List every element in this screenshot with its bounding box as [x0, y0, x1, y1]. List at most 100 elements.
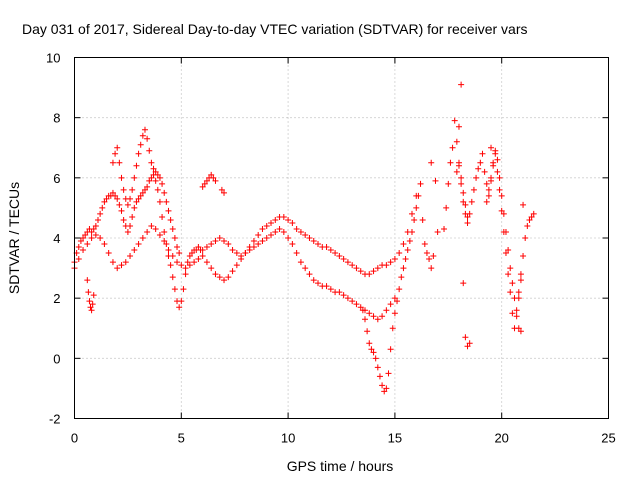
data-point: [203, 244, 210, 251]
data-point: [186, 253, 193, 260]
data-point: [398, 274, 405, 281]
data-point: [144, 183, 151, 190]
data-point: [361, 316, 368, 323]
data-point: [522, 235, 529, 241]
data-point: [133, 162, 140, 169]
data-point: [383, 307, 390, 314]
data-point: [127, 222, 134, 229]
data-point: [391, 256, 398, 263]
data-point: [276, 225, 283, 232]
grid: [74, 57, 609, 419]
data-point: [255, 231, 262, 238]
data-point: [272, 216, 279, 223]
data-point: [101, 241, 108, 248]
data-point: [169, 225, 176, 232]
data-point: [500, 210, 507, 217]
data-point: [520, 253, 527, 260]
data-point: [210, 174, 217, 181]
data-point: [524, 222, 531, 229]
data-point: [498, 192, 505, 199]
data-point: [502, 250, 509, 257]
data-point: [494, 156, 501, 163]
data-point: [464, 343, 471, 350]
data-point: [530, 210, 537, 217]
data-point: [496, 186, 503, 193]
data-point: [174, 259, 181, 266]
data-point: [366, 271, 373, 278]
data-point: [212, 238, 219, 245]
data-point: [131, 247, 138, 254]
data-point: [176, 304, 183, 311]
data-point: [310, 238, 317, 245]
data-point: [509, 310, 516, 317]
y-tick-labels: -2 0 2 4 6 8 10: [46, 51, 60, 427]
data-point: [203, 259, 210, 266]
data-point: [374, 316, 381, 323]
data-point: [505, 271, 512, 278]
data-point: [383, 385, 390, 392]
data-point: [272, 228, 279, 235]
data-point: [344, 259, 351, 266]
data-point: [92, 231, 99, 238]
data-point: [488, 144, 495, 151]
data-point: [199, 247, 206, 254]
data-point: [419, 216, 426, 223]
data-point: [372, 355, 379, 362]
data-point: [297, 259, 304, 266]
x-tick-label: 20: [494, 431, 508, 446]
data-point: [159, 180, 166, 187]
data-point: [195, 256, 202, 263]
data-point: [385, 370, 392, 377]
data-point: [146, 147, 153, 154]
data-point: [137, 141, 144, 148]
data-point: [88, 235, 95, 241]
data-point: [82, 231, 89, 238]
y-axis-title: SDTVAR / TECUs: [6, 182, 22, 294]
data-point: [135, 150, 142, 157]
data-point: [109, 189, 116, 196]
data-point: [458, 174, 465, 181]
data-point: [105, 250, 112, 257]
data-point: [366, 340, 373, 347]
data-point: [118, 262, 125, 269]
data-point: [391, 295, 398, 302]
data-point: [353, 301, 360, 308]
data-point: [336, 253, 343, 260]
data-point: [161, 189, 168, 196]
data-point: [458, 180, 465, 187]
data-point: [379, 313, 386, 320]
data-point: [488, 174, 495, 181]
data-point: [302, 265, 309, 272]
data-point: [515, 295, 522, 302]
y-tick-label: 0: [53, 351, 60, 366]
data-point: [315, 280, 322, 287]
data-point: [154, 171, 161, 178]
data-point: [208, 241, 215, 248]
data-point: [306, 235, 313, 241]
y-tick-label: 10: [46, 51, 60, 66]
data-point: [500, 228, 507, 235]
data-point: [366, 310, 373, 317]
data-point: [421, 241, 428, 248]
data-point: [460, 280, 467, 287]
data-point: [387, 346, 394, 353]
data-point: [310, 277, 317, 284]
data-point: [178, 298, 185, 305]
data-point: [490, 159, 497, 166]
data-point: [144, 228, 151, 235]
data-point: [133, 198, 140, 205]
data-point: [259, 225, 266, 232]
data-point: [374, 265, 381, 272]
data-point: [498, 207, 505, 214]
data-point: [144, 135, 151, 142]
data-point: [112, 150, 119, 157]
data-point: [428, 265, 435, 272]
data-point: [464, 219, 471, 226]
x-tick-labels: 0 5 10 15 20 25: [71, 431, 616, 446]
x-axis-title: GPS time / hours: [287, 458, 394, 474]
data-point: [340, 292, 347, 299]
data-point: [129, 186, 136, 193]
data-point: [462, 334, 469, 341]
data-point: [114, 265, 121, 272]
data-point: [242, 250, 249, 257]
